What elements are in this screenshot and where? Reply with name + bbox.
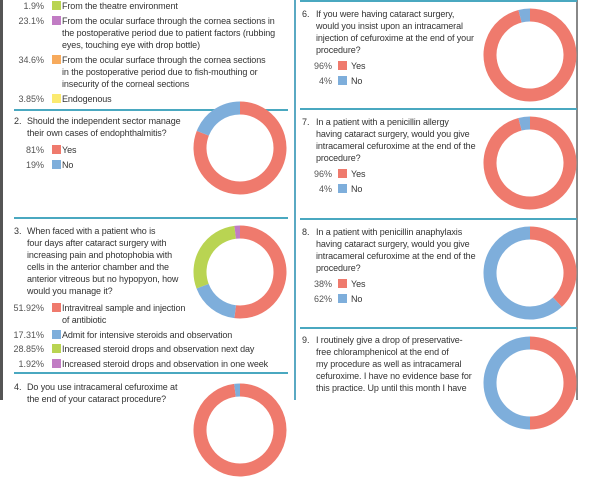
legend-label: No [62,159,73,171]
question-text: I routinely give a drop of preservative-… [316,334,472,394]
legend-percent: 96% [292,169,332,179]
legend-percent: 4% [292,184,332,194]
donut-slice-0 [235,232,280,312]
legend-percent: 1.92% [4,359,44,369]
legend-percent: 19% [4,160,44,170]
legend-label: No [351,183,362,195]
legend-label: Intravitreal sample and injection of ant… [62,302,185,326]
legend-percent: 34.6% [4,55,44,65]
legend-label: From the ocular surface through the corn… [62,54,266,90]
legend-label: Yes [351,60,365,72]
donut-slice-2 [200,232,235,286]
legend-label: No [351,75,362,87]
divider [300,108,577,110]
donut-slice-1 [203,286,236,312]
legend-swatch [338,169,347,178]
legend-swatch [338,76,347,85]
donut-chart [190,98,290,198]
donut-chart [480,333,580,433]
question-number: 8. [302,226,310,238]
legend-percent: 4% [292,76,332,86]
legend-label: Yes [351,168,365,180]
divider [300,327,577,329]
legend-swatch [52,160,61,169]
donut-slice-0 [490,123,570,203]
donut-slice-0 [530,233,570,302]
question-number: 6. [302,8,310,20]
legend-swatch [52,303,61,312]
question-text: Do you use intracameral cefuroxime at th… [27,381,177,405]
legend-label: Yes [351,278,365,290]
legend-percent: 1.9% [4,1,44,11]
question-text: In a patient with a penicillin allergy h… [316,116,476,164]
donut-chart [480,5,580,105]
question-number: 9. [302,334,310,346]
divider [14,217,288,219]
legend-label: Endogenous [62,93,112,105]
legend-label: No [351,293,362,305]
divider [300,0,577,2]
legend-percent: 17.31% [4,330,44,340]
legend-swatch [52,344,61,353]
legend-swatch [52,145,61,154]
donut-chart [480,113,580,213]
donut-slice-0 [200,390,280,470]
legend-percent: 23.1% [4,16,44,26]
legend-swatch [52,1,61,10]
donut-chart [190,380,290,480]
question-number: 3. [14,225,22,237]
legend-percent: 96% [292,61,332,71]
legend-swatch [52,94,61,103]
legend-percent: 51.92% [4,303,44,313]
legend-swatch [52,16,61,25]
legend-swatch [52,55,61,64]
donut-chart [190,222,290,322]
legend-swatch [52,359,61,368]
legend-label: From the theatre environment [62,0,178,12]
legend-swatch [338,184,347,193]
donut-slice-1 [490,233,557,313]
legend-percent: 38% [292,279,332,289]
legend-swatch [338,294,347,303]
legend-label: Admit for intensive steroids and observa… [62,329,232,341]
legend-percent: 28.85% [4,344,44,354]
legend-percent: 3.85% [4,94,44,104]
question-text: If you were having cataract surgery, wou… [316,8,474,56]
question-number: 4. [14,381,22,393]
donut-slice-1 [490,343,530,423]
donut-slice-0 [490,15,570,95]
question-number: 2. [14,115,22,127]
divider [300,218,577,220]
legend-swatch [338,279,347,288]
divider [14,372,288,374]
legend-percent: 62% [292,294,332,304]
donut-slice-1 [520,15,530,16]
question-number: 7. [302,116,310,128]
legend-label: Increased steroid drops and observation … [62,343,254,355]
legend-label: From the ocular surface through the corn… [62,15,275,51]
legend-percent: 81% [4,145,44,155]
donut-slice-1 [203,108,240,133]
legend-swatch [52,330,61,339]
legend-swatch [338,61,347,70]
donut-slice-0 [530,343,570,423]
question-text: In a patient with penicillin anaphylaxis… [316,226,476,274]
question-text: Should the independent sector manage the… [27,115,181,139]
legend-label: Yes [62,144,76,156]
donut-chart [480,223,580,323]
legend-label: Increased steroid drops and observation … [62,358,268,370]
question-text: When faced with a patient who is four da… [27,225,178,297]
donut-slice-1 [520,123,530,124]
